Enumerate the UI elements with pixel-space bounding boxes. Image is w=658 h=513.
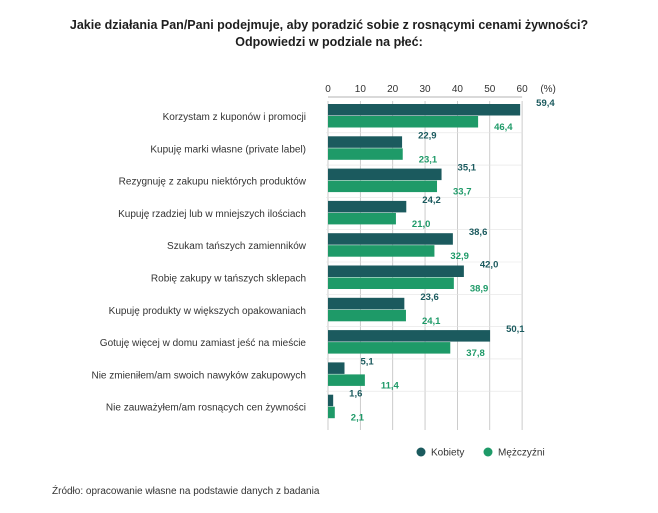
- data-label: 38,6: [469, 227, 488, 238]
- category-label: Kupuję produkty w większych opakowaniach: [109, 306, 306, 317]
- bar-mezczyzni: [328, 309, 406, 322]
- x-tick-label: 20: [387, 84, 399, 95]
- x-tick-label: 40: [452, 84, 464, 95]
- category-label: Nie zmieniłem/am swoich nawyków zakupowy…: [91, 370, 306, 381]
- bar-kobiety: [328, 362, 345, 374]
- x-unit-label: (%): [540, 84, 556, 95]
- source-note: Źródło: opracowanie własne na podstawie …: [52, 486, 320, 497]
- data-label: 22,9: [418, 130, 437, 141]
- bar-kobiety: [328, 233, 453, 245]
- legend-label: Mężczyźni: [498, 448, 545, 459]
- data-label: 2,1: [351, 413, 365, 424]
- category-label: Kupuję marki własne (private label): [150, 144, 306, 155]
- title-line-2: Odpowiedzi w podziale na płeć:: [235, 35, 423, 49]
- data-label: 50,1: [506, 324, 525, 335]
- bar-kobiety: [328, 330, 491, 342]
- data-label: 59,4: [536, 98, 555, 109]
- data-label: 21,0: [412, 219, 431, 230]
- category-label: Kupuję rzadziej lub w mniejszych ilościa…: [118, 209, 306, 220]
- bar-mezczyzni: [328, 148, 403, 160]
- title-line-1: Jakie działania Pan/Pani podejmuje, aby …: [69, 18, 589, 32]
- data-label: 24,1: [422, 316, 441, 327]
- bar-kobiety: [328, 168, 442, 181]
- bar-mezczyzni: [328, 245, 435, 257]
- data-label: 5,1: [360, 356, 374, 367]
- bar-mezczyzni: [328, 180, 438, 193]
- bar-mezczyzni: [328, 406, 335, 419]
- data-label: 24,2: [422, 195, 441, 206]
- category-label: Robię zakupy w tańszych sklepach: [151, 274, 306, 285]
- bar-kobiety: [328, 200, 407, 213]
- data-label: 42,0: [480, 260, 499, 271]
- bar-mezczyzni: [328, 212, 396, 225]
- category-label: Szukam tańszych zamienników: [167, 241, 307, 252]
- bar-mezczyzni: [328, 116, 479, 128]
- x-tick-label: 10: [355, 84, 367, 95]
- bar-mezczyzni: [328, 374, 365, 386]
- data-label: 11,4: [381, 380, 400, 391]
- legend-marker-mezczyzni: [483, 447, 493, 457]
- x-tick-label: 60: [517, 84, 529, 95]
- legend-marker-kobiety: [416, 447, 426, 457]
- bar-kobiety: [328, 104, 521, 116]
- data-label: 37,8: [466, 348, 485, 359]
- category-label: Korzystam z kuponów i promocji: [163, 112, 306, 123]
- bar-mezczyzni: [328, 342, 451, 354]
- bar-mezczyzni: [328, 277, 454, 289]
- data-label: 23,6: [420, 292, 439, 303]
- x-tick-label: 50: [484, 84, 496, 95]
- bar-kobiety: [328, 265, 464, 277]
- data-label: 38,9: [470, 284, 489, 295]
- data-label: 35,1: [458, 163, 477, 174]
- legend-label: Kobiety: [431, 448, 464, 459]
- data-label: 46,4: [494, 122, 513, 133]
- bar-kobiety: [328, 394, 334, 407]
- chart-title: Jakie działania Pan/Pani podejmuje, aby …: [0, 17, 658, 51]
- category-label: Rezygnuję z zakupu niektórych produktów: [119, 177, 307, 188]
- data-label: 1,6: [349, 389, 362, 400]
- data-label: 32,9: [450, 251, 469, 262]
- category-label: Gotuję więcej w domu zamiast jeść na mie…: [100, 338, 307, 349]
- data-label: 23,1: [419, 154, 438, 165]
- x-tick-label: 30: [419, 84, 431, 95]
- bar-kobiety: [328, 297, 405, 310]
- bar-kobiety: [328, 136, 403, 148]
- category-label: Nie zauważyłem/am rosnących cen żywności: [106, 403, 306, 414]
- data-label: 33,7: [453, 187, 472, 198]
- x-tick-label: 0: [325, 84, 331, 95]
